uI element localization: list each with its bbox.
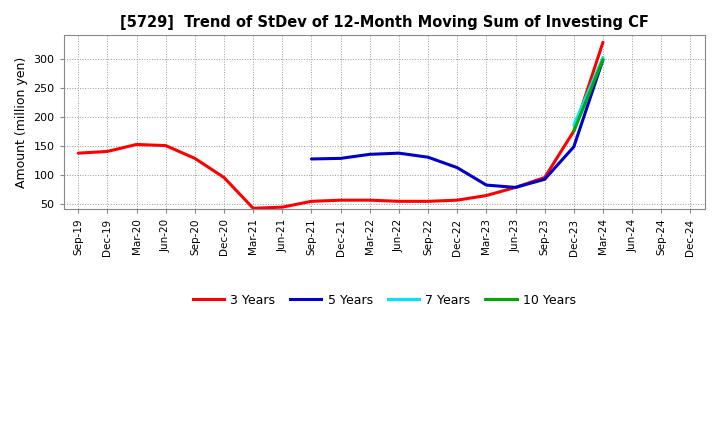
5 Years bbox=[366, 152, 374, 157]
5 Years bbox=[395, 150, 403, 156]
Line: 7 Years: 7 Years bbox=[574, 57, 603, 125]
10 Years bbox=[570, 128, 578, 134]
3 Years bbox=[424, 199, 433, 204]
5 Years bbox=[453, 165, 462, 170]
5 Years bbox=[570, 144, 578, 150]
3 Years bbox=[570, 128, 578, 134]
7 Years bbox=[570, 123, 578, 128]
3 Years bbox=[220, 175, 228, 180]
3 Years bbox=[511, 185, 520, 190]
5 Years bbox=[307, 156, 316, 161]
3 Years bbox=[191, 156, 199, 161]
3 Years bbox=[74, 150, 83, 156]
3 Years bbox=[598, 40, 607, 45]
5 Years bbox=[511, 185, 520, 190]
Y-axis label: Amount (million yen): Amount (million yen) bbox=[15, 57, 28, 188]
3 Years bbox=[307, 199, 316, 204]
10 Years bbox=[598, 57, 607, 62]
3 Years bbox=[395, 199, 403, 204]
3 Years bbox=[336, 198, 345, 203]
7 Years bbox=[598, 55, 607, 60]
Legend: 3 Years, 5 Years, 7 Years, 10 Years: 3 Years, 5 Years, 7 Years, 10 Years bbox=[188, 289, 581, 312]
3 Years bbox=[161, 143, 170, 148]
Line: 10 Years: 10 Years bbox=[574, 60, 603, 131]
5 Years bbox=[482, 183, 491, 188]
5 Years bbox=[336, 156, 345, 161]
3 Years bbox=[103, 149, 112, 154]
3 Years bbox=[132, 142, 141, 147]
3 Years bbox=[366, 198, 374, 203]
3 Years bbox=[453, 198, 462, 203]
Line: 3 Years: 3 Years bbox=[78, 42, 603, 208]
3 Years bbox=[540, 175, 549, 180]
3 Years bbox=[278, 205, 287, 210]
Title: [5729]  Trend of StDev of 12-Month Moving Sum of Investing CF: [5729] Trend of StDev of 12-Month Moving… bbox=[120, 15, 649, 30]
5 Years bbox=[540, 176, 549, 182]
Line: 5 Years: 5 Years bbox=[312, 60, 603, 187]
5 Years bbox=[424, 154, 433, 160]
5 Years bbox=[598, 57, 607, 62]
3 Years bbox=[482, 193, 491, 198]
3 Years bbox=[249, 205, 258, 211]
